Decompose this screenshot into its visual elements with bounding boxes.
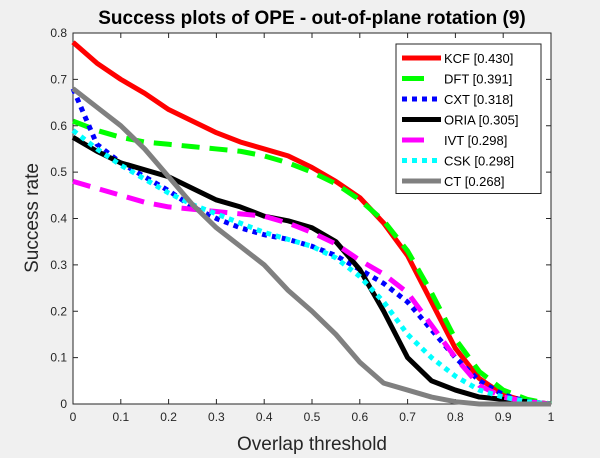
x-tick-label: 0	[70, 410, 77, 424]
x-tick-label: 0.5	[304, 410, 321, 424]
x-tick-label: 0.2	[160, 410, 177, 424]
legend-entry: CSK [0.298]	[444, 154, 514, 169]
legend-entry: KCF [0.430]	[444, 51, 513, 66]
x-tick-label: 0.3	[208, 410, 225, 424]
x-tick-label: 0.4	[256, 410, 273, 424]
legend-entry: CT [0.268]	[444, 174, 504, 189]
series-line-oria	[71, 135, 552, 407]
x-tick-label: 0.6	[351, 410, 368, 424]
y-tick-label: 0	[60, 397, 67, 411]
y-tick-label: 0.3	[50, 258, 67, 272]
series-line-ct	[71, 86, 551, 407]
y-axis-label: Success rate	[22, 163, 43, 273]
x-axis-label: Overlap threshold	[237, 434, 387, 455]
y-tick-label: 0.2	[50, 304, 67, 318]
legend-entry: DFT [0.391]	[444, 72, 512, 87]
chart-title: Success plots of OPE - out-of-plane rota…	[98, 8, 526, 29]
x-tick-label: 1	[548, 410, 555, 424]
series-line-csk	[71, 128, 552, 407]
y-tick-label: 0.4	[50, 212, 67, 226]
legend-entry: IVT [0.298]	[444, 133, 507, 148]
y-tick-label: 0.5	[50, 165, 67, 179]
series-line-cxt	[70, 87, 552, 407]
x-tick-label: 0.1	[112, 410, 129, 424]
legend: KCF [0.430] DFT [0.391] CXT [0.318] ORIA [0…	[395, 43, 542, 194]
legend-entry: CXT [0.318]	[444, 92, 513, 107]
x-tick-label: 0.7	[399, 410, 416, 424]
x-tick-label: 0.9	[495, 410, 512, 424]
y-tick-label: 0.1	[50, 351, 67, 365]
legend-entry: ORIA [0.305]	[444, 113, 518, 128]
series-line-ivt	[72, 178, 552, 407]
y-tick-label: 0.6	[50, 119, 67, 133]
y-tick-label: 0.8	[50, 26, 67, 40]
y-tick-label: 0.7	[50, 72, 67, 86]
series-line-kcf	[71, 40, 552, 407]
x-tick-label: 0.8	[447, 410, 464, 424]
